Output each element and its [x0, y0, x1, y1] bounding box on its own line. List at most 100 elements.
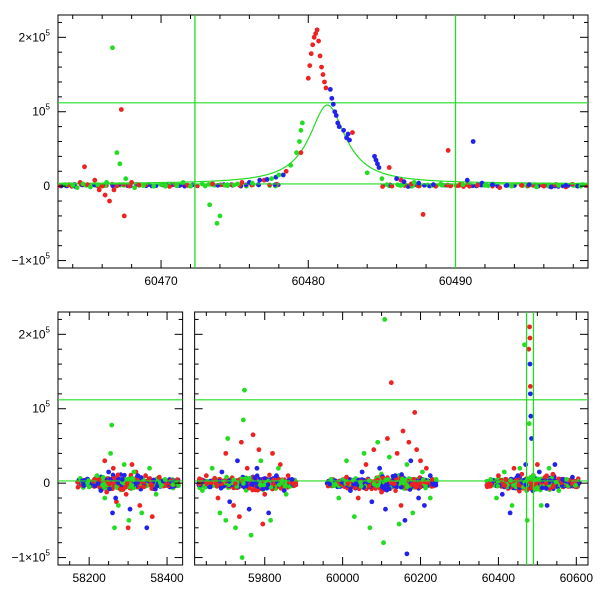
- data-point: [199, 181, 205, 187]
- data-point: [517, 465, 523, 471]
- data-point: [170, 482, 176, 488]
- data-point: [298, 150, 304, 156]
- data-point: [385, 436, 390, 441]
- data-point: [260, 521, 266, 527]
- data-point: [307, 63, 313, 68]
- data-point: [117, 161, 123, 167]
- data-point: [242, 387, 247, 393]
- data-point: [383, 506, 388, 512]
- baseline-point: [271, 477, 276, 483]
- x-tick-label: 60490: [439, 274, 473, 288]
- data-point: [246, 506, 252, 512]
- data-point: [311, 34, 317, 40]
- baseline-point: [375, 483, 381, 488]
- baseline-point: [282, 484, 288, 490]
- data-point: [266, 510, 272, 516]
- data-point: [139, 510, 145, 516]
- data-point: [431, 182, 436, 188]
- data-point: [144, 525, 150, 531]
- data-point: [121, 213, 127, 219]
- data-point: [496, 473, 501, 479]
- data-point: [420, 469, 425, 475]
- baseline-point: [111, 480, 116, 486]
- data-point: [534, 184, 539, 190]
- baseline-point: [470, 183, 476, 189]
- data-point: [320, 72, 326, 77]
- data-point: [112, 525, 117, 531]
- data-point: [519, 471, 525, 477]
- baseline-point: [262, 476, 268, 481]
- baseline-point: [115, 472, 121, 478]
- data-point: [381, 540, 386, 546]
- data-point: [285, 473, 291, 479]
- data-point: [92, 177, 98, 183]
- baseline-point: [224, 474, 229, 480]
- data-point: [546, 465, 552, 471]
- baseline-point: [401, 480, 407, 486]
- data-point: [203, 473, 209, 479]
- y-tick-label: 2×105: [19, 325, 51, 341]
- data-point: [359, 469, 365, 475]
- data-point: [225, 436, 231, 441]
- data-point: [277, 462, 283, 467]
- baseline-point: [409, 482, 415, 487]
- data-point: [515, 473, 521, 479]
- data-point: [382, 317, 388, 322]
- data-point: [375, 161, 380, 167]
- data-point: [336, 495, 342, 501]
- data-point: [217, 213, 223, 219]
- data-point: [377, 465, 383, 471]
- baseline-point: [544, 486, 549, 491]
- plot-area: [58, 317, 588, 560]
- baseline-point: [485, 482, 491, 487]
- data-point: [149, 514, 155, 520]
- data-point: [104, 489, 110, 495]
- data-point: [114, 150, 120, 156]
- data-point: [351, 514, 357, 520]
- data-point: [402, 517, 408, 523]
- y-tick-label: 0: [43, 179, 50, 193]
- baseline-point: [375, 477, 381, 483]
- data-point: [299, 120, 305, 126]
- data-point: [110, 465, 116, 471]
- data-point: [210, 181, 215, 187]
- data-point: [341, 127, 347, 133]
- baseline-point: [267, 472, 272, 478]
- data-point: [102, 458, 108, 464]
- data-point: [102, 495, 108, 501]
- data-point: [392, 473, 398, 479]
- data-point: [110, 510, 115, 516]
- baseline-point: [233, 481, 238, 486]
- data-point: [215, 495, 221, 501]
- data-point: [95, 182, 101, 188]
- data-point: [411, 180, 417, 185]
- data-point: [526, 421, 532, 427]
- data-point: [121, 462, 127, 467]
- baseline-point: [100, 183, 105, 189]
- baseline-point: [260, 486, 266, 492]
- data-point: [274, 473, 279, 479]
- baseline-point: [114, 183, 120, 189]
- baseline-point: [345, 481, 351, 486]
- data-point: [410, 510, 416, 516]
- data-point: [126, 517, 132, 523]
- data-point: [123, 491, 129, 497]
- data-point: [423, 465, 429, 471]
- data-point: [294, 150, 299, 156]
- data-point: [427, 473, 433, 479]
- data-point: [244, 465, 250, 471]
- data-point: [504, 183, 510, 188]
- data-point: [250, 432, 256, 438]
- baseline-point: [106, 481, 112, 487]
- data-point: [379, 489, 384, 495]
- data-point: [429, 477, 435, 482]
- baseline-point: [290, 481, 296, 487]
- data-point: [416, 495, 421, 501]
- baseline-point: [399, 472, 404, 477]
- data-point: [414, 447, 420, 453]
- data-point: [386, 165, 392, 170]
- data-point: [527, 335, 533, 341]
- baseline-point: [502, 483, 508, 488]
- model-curve: [58, 104, 588, 184]
- data-point: [119, 477, 125, 482]
